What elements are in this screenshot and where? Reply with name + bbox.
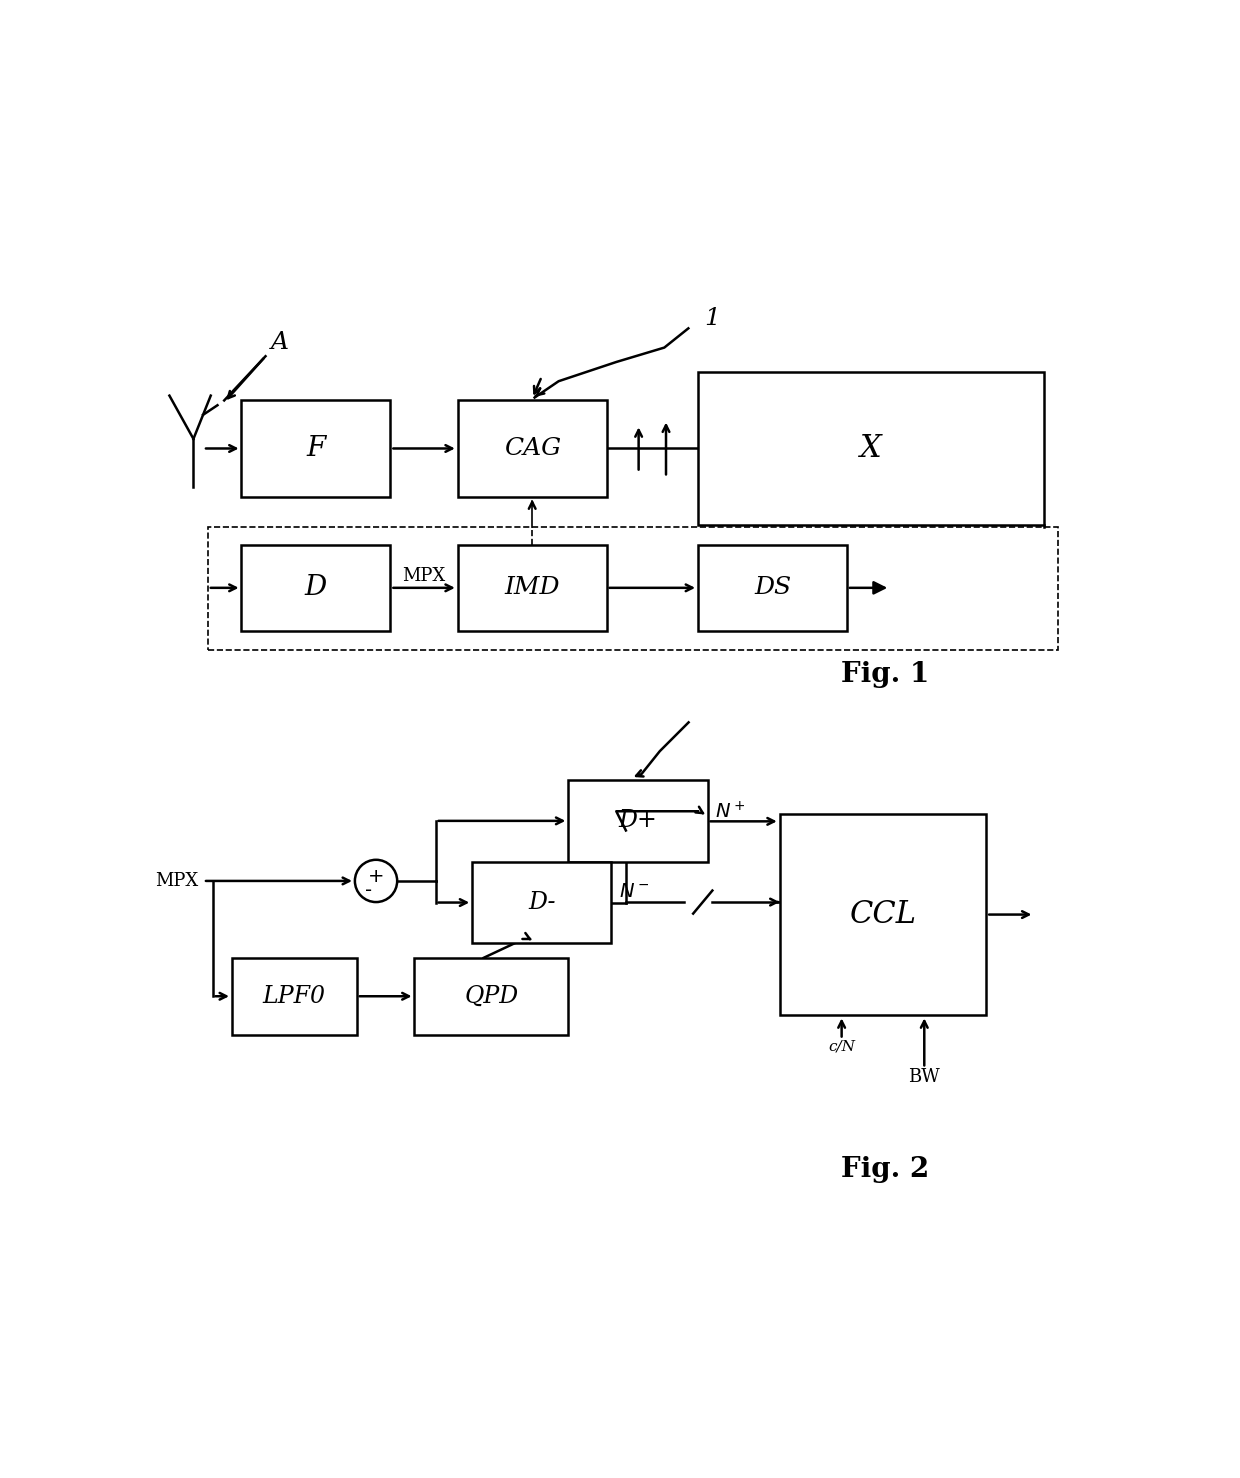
Text: Fig. 2: Fig. 2 xyxy=(841,1156,930,1182)
Bar xyxy=(232,958,357,1035)
Text: X: X xyxy=(861,433,882,464)
Text: Fig. 1: Fig. 1 xyxy=(841,661,930,687)
Bar xyxy=(698,371,1044,525)
Text: CAG: CAG xyxy=(503,437,560,460)
Bar xyxy=(458,401,606,497)
Bar xyxy=(414,958,568,1035)
Text: MPX: MPX xyxy=(155,872,198,890)
Bar xyxy=(242,401,391,497)
Text: QPD: QPD xyxy=(464,984,518,1008)
Text: D+: D+ xyxy=(619,810,657,832)
Bar xyxy=(698,544,847,631)
Text: A: A xyxy=(270,331,289,355)
Bar xyxy=(568,780,708,862)
Text: CCL: CCL xyxy=(849,899,916,930)
Text: LPF0: LPF0 xyxy=(263,984,326,1008)
Text: MPX: MPX xyxy=(403,568,445,585)
Text: D-: D- xyxy=(528,891,556,913)
Text: D: D xyxy=(305,575,327,602)
Text: 1: 1 xyxy=(704,307,720,330)
Text: -: - xyxy=(365,881,372,900)
Text: $N^-$: $N^-$ xyxy=(619,884,650,902)
Text: c/N: c/N xyxy=(828,1039,856,1054)
Text: BW: BW xyxy=(909,1069,940,1086)
Text: F: F xyxy=(306,435,326,463)
Text: $N^+$: $N^+$ xyxy=(715,801,745,822)
Text: +: + xyxy=(368,866,384,885)
Bar xyxy=(472,862,611,943)
Bar xyxy=(458,544,606,631)
Bar xyxy=(208,528,1058,650)
Bar xyxy=(780,814,986,1015)
Text: IMD: IMD xyxy=(505,576,560,599)
Text: DS: DS xyxy=(754,576,791,599)
Bar xyxy=(242,544,391,631)
